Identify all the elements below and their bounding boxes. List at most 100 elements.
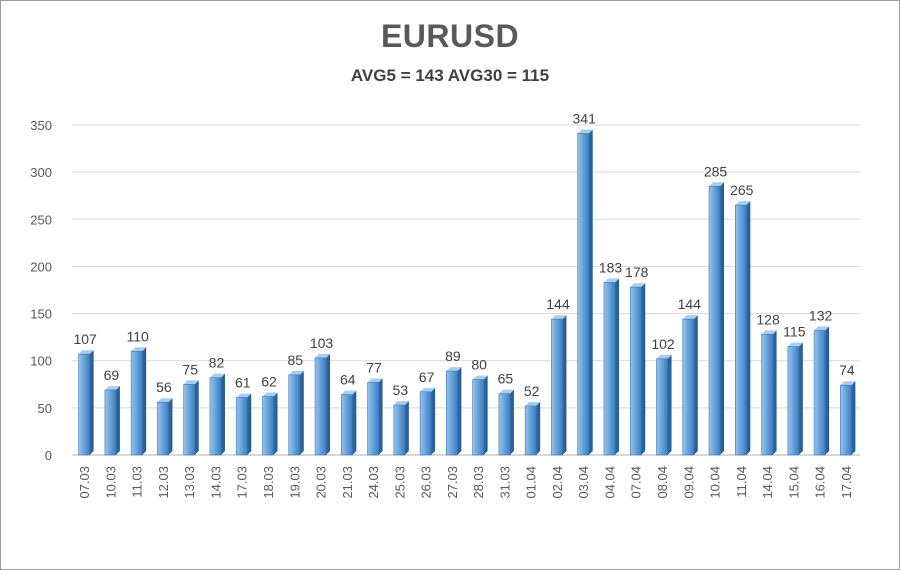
x-axis: 07.03 10.03 11.03 12.03 13.03 14.03 17.03 18.03…: [77, 466, 854, 499]
x-tick-label: 10.03: [103, 466, 118, 499]
data-label: 132: [809, 308, 833, 324]
data-label: 128: [756, 311, 780, 327]
bar: [130, 347, 147, 456]
bar: [446, 367, 462, 456]
data-label: 80: [471, 357, 487, 373]
data-labels: 107 69 110 56 75 82 61 62 85 103 64 77 53 67 89 80 65 52 1…: [73, 110, 854, 398]
bar: [78, 350, 94, 456]
x-tick-label: 28.03: [471, 466, 486, 499]
y-axis: 0 50 100 150 200 250 300 350: [30, 118, 52, 463]
data-label: 64: [340, 372, 356, 388]
x-tick-label: 14.03: [208, 466, 223, 499]
bar: [682, 315, 698, 456]
bar: [235, 393, 252, 456]
y-tick-label: 350: [30, 118, 52, 133]
bar: [498, 389, 514, 456]
bar: [367, 378, 383, 456]
x-tick-label: 11.03: [130, 466, 145, 498]
data-label: 65: [498, 371, 514, 387]
chart-title: EURUSD: [380, 18, 520, 54]
bar: [629, 283, 646, 456]
bar: [656, 354, 672, 456]
y-tick-label: 0: [45, 448, 52, 463]
x-tick-label: 17.04: [839, 466, 854, 499]
data-label: 77: [366, 359, 382, 375]
x-tick-label: 03.04: [576, 466, 591, 499]
data-label: 285: [704, 163, 728, 179]
bar: [840, 381, 856, 456]
bar: [524, 401, 541, 456]
x-tick-label: 25.03: [392, 466, 407, 499]
x-tick-label: 14.04: [760, 466, 775, 499]
bar: [288, 370, 304, 456]
x-tick-label: 11.04: [734, 466, 749, 498]
x-tick-label: 12.03: [156, 466, 171, 499]
y-tick-label: 200: [30, 259, 52, 274]
data-label: 56: [156, 379, 172, 395]
x-tick-label: 26.03: [419, 466, 434, 499]
x-tick-label: 07.04: [629, 466, 644, 499]
y-tick-label: 300: [30, 165, 52, 180]
bar: [262, 392, 278, 456]
data-label: 178: [625, 264, 649, 280]
bar: [472, 375, 488, 456]
data-label: 52: [524, 383, 540, 399]
data-label: 69: [104, 367, 120, 383]
x-tick-label: 15.04: [786, 466, 801, 499]
data-label: 144: [678, 296, 702, 312]
data-label: 67: [419, 369, 435, 385]
bar: [104, 385, 120, 456]
bars: [78, 129, 856, 456]
gridlines: [72, 124, 860, 456]
x-tick-label: 01.04: [524, 466, 539, 499]
data-label: 144: [546, 296, 570, 312]
bar: [603, 278, 619, 456]
data-label: 74: [839, 362, 855, 378]
data-label: 102: [651, 336, 675, 352]
x-tick-label: 07.03: [77, 466, 92, 499]
x-tick-label: 24.03: [366, 466, 381, 499]
x-tick-label: 04.04: [602, 466, 617, 499]
x-tick-label: 19.03: [287, 466, 302, 499]
x-tick-label: 27.03: [445, 466, 460, 499]
bar: [183, 380, 199, 456]
data-label: 62: [261, 374, 277, 390]
x-tick-label: 13.03: [182, 466, 197, 499]
data-label: 103: [310, 335, 334, 351]
x-tick-label: 09.04: [681, 466, 696, 499]
chart-subtitle: AVG5 = 143 AVG30 = 115: [350, 66, 550, 85]
data-label: 341: [573, 110, 597, 126]
data-label: 75: [182, 361, 198, 377]
bar: [393, 401, 409, 456]
data-label: 85: [287, 352, 303, 368]
x-tick-label: 21.03: [340, 466, 355, 499]
bar: [157, 398, 173, 456]
y-tick-label: 100: [30, 354, 52, 369]
data-label: 183: [599, 259, 623, 275]
bar: [551, 315, 567, 456]
x-tick-label: 16.04: [813, 466, 828, 499]
data-label: 61: [235, 374, 251, 390]
y-tick-label: 250: [30, 212, 52, 227]
y-tick-label: 50: [38, 401, 52, 416]
x-tick-label: 18.03: [261, 466, 276, 499]
data-label: 53: [393, 382, 409, 398]
bar: [419, 387, 436, 456]
bar: [209, 373, 225, 456]
bar: [577, 129, 593, 456]
x-tick-label: 20.03: [314, 466, 329, 499]
x-tick-label: 10.04: [708, 466, 723, 499]
data-label: 107: [73, 331, 97, 347]
x-tick-label: 31.03: [497, 466, 512, 499]
bar: [787, 342, 803, 456]
bar: [761, 330, 777, 456]
data-label: 110: [127, 328, 150, 344]
data-label: 89: [445, 348, 461, 364]
bar: [813, 326, 830, 456]
bar: [340, 390, 357, 456]
y-tick-label: 150: [30, 307, 52, 322]
data-label: 265: [730, 182, 754, 198]
data-label: 82: [209, 355, 225, 371]
bar: [734, 201, 751, 456]
x-tick-label: 08.04: [655, 466, 670, 499]
